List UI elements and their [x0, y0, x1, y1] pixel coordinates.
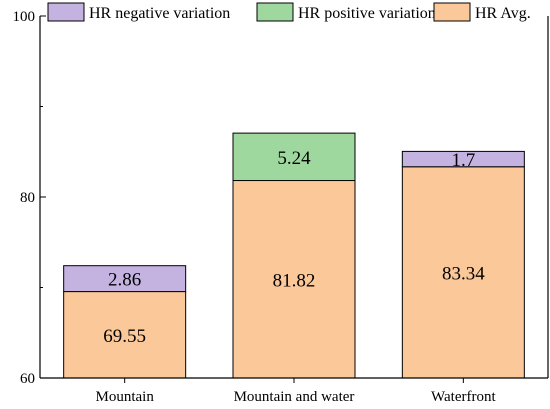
- data-label-variation-3: 1.7: [451, 150, 475, 171]
- legend: HR negative variation HR positive variati…: [47, 2, 531, 22]
- data-label-variation-1: 2.86: [108, 270, 141, 291]
- y-tick-label-3: 100: [13, 9, 36, 25]
- y-tick-label-1: 60: [20, 371, 35, 387]
- legend-label-hr-negative-variation: HR negative variation: [89, 5, 230, 22]
- bar-hr-negative-variation-1: [63, 265, 187, 293]
- bars: [63, 132, 525, 379]
- data-label-base-2: 81.82: [273, 270, 316, 291]
- x-tick-label-1: Mountain: [95, 389, 154, 405]
- legend-swatch-hr-positive-variation: [256, 2, 294, 22]
- data-label-base-3: 83.34: [442, 263, 485, 284]
- data-label-variation-2: 5.24: [277, 148, 311, 169]
- bar-hr-negative-variation-3: [401, 150, 525, 168]
- x-tick-label-2: Mountain and water: [234, 389, 355, 405]
- bar-hr-avg-1: [63, 291, 187, 379]
- data-labels: 69.55 2.86 81.82 5.24 83.34 1.7: [103, 148, 485, 347]
- legend-swatch-hr-avg: [433, 2, 471, 22]
- y-tick-label-2: 80: [20, 190, 35, 206]
- bar-hr-positive-variation-2: [232, 132, 356, 182]
- axes: Mountain Mountain and water Waterfront 60 80…: [13, 9, 549, 405]
- legend-label-hr-avg: HR Avg.: [475, 5, 531, 22]
- legend-label-hr-positive-variation: HR positive variation: [298, 5, 436, 22]
- x-tick-label-3: Waterfront: [431, 389, 496, 405]
- data-label-base-1: 69.55: [103, 326, 146, 347]
- legend-swatch-hr-negative-variation: [47, 2, 85, 22]
- bar-hr-avg-3: [401, 166, 525, 379]
